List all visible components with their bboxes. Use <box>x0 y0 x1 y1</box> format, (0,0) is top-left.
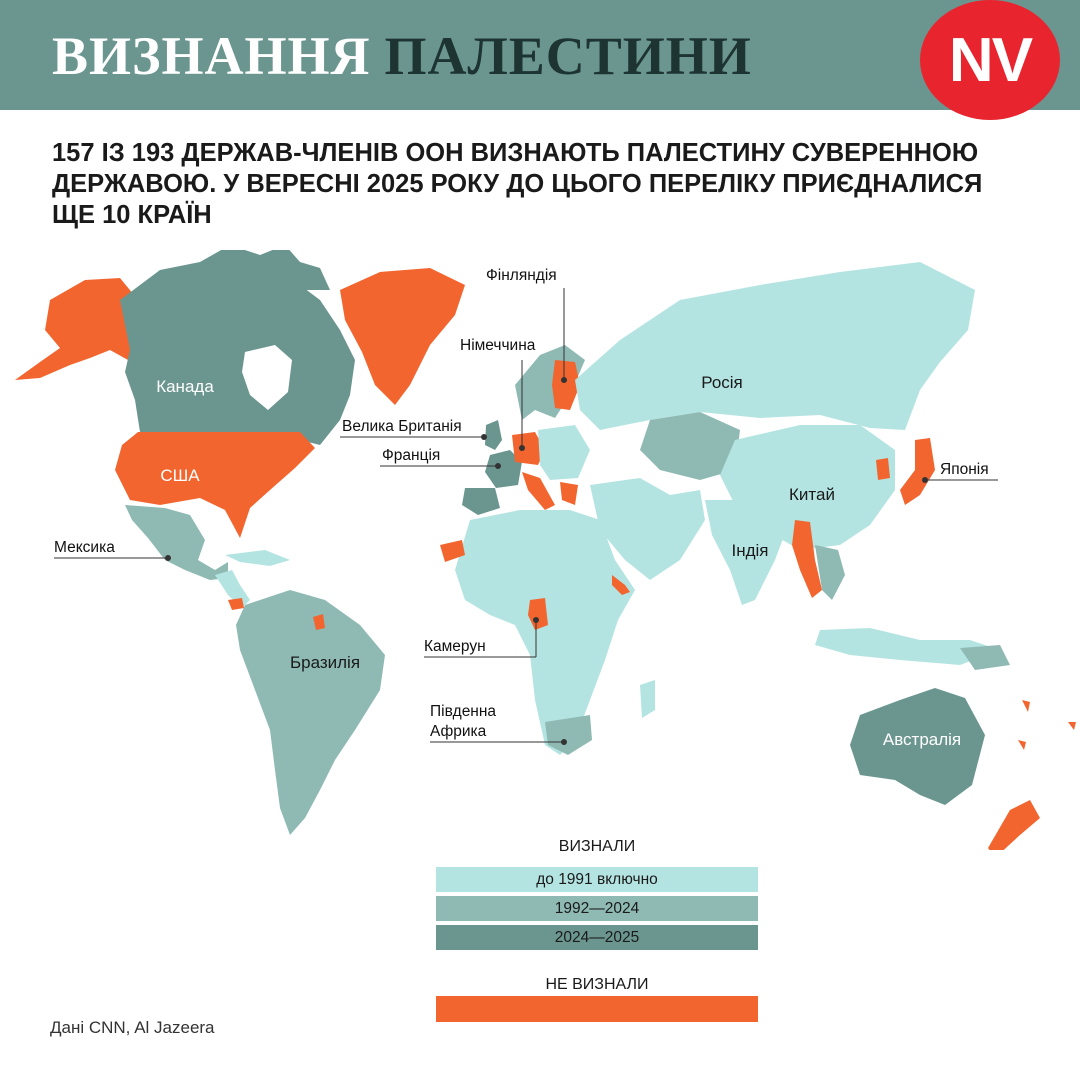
germany-region <box>512 432 545 465</box>
south-africa-region <box>545 715 592 755</box>
label-japan: Японія <box>940 461 989 478</box>
central-europe <box>538 425 590 480</box>
indonesia-region <box>815 628 1000 665</box>
uk-region <box>485 420 502 450</box>
middle-east <box>590 478 705 580</box>
label-south-africa-line2: Африка <box>430 723 487 740</box>
papua-region <box>960 645 1010 670</box>
label-finland: Фінляндія <box>486 267 557 284</box>
label-russia: Росія <box>701 373 743 392</box>
greenland-region <box>340 268 465 405</box>
label-india: Індія <box>731 541 768 560</box>
label-canada: Канада <box>156 377 214 396</box>
southeast-asia <box>815 545 845 600</box>
canada-arctic-islands <box>200 250 330 290</box>
kazakhstan-region <box>640 412 740 480</box>
legend-not-recognized-title: НЕ ВИЗНАЛИ <box>545 976 649 993</box>
label-france: Франція <box>382 447 440 464</box>
canada-region <box>120 262 355 445</box>
finland-region <box>552 360 580 410</box>
australia-region <box>850 688 985 805</box>
label-brazil: Бразилія <box>290 653 360 672</box>
guyana-area <box>313 614 325 630</box>
nv-logo: NV <box>920 0 1060 120</box>
label-china: Китай <box>789 485 835 504</box>
western-sahara <box>440 540 465 562</box>
leader-dots <box>165 377 928 745</box>
iberia-region <box>462 488 500 515</box>
legend-recognized-title: ВИЗНАЛИ <box>558 838 636 855</box>
greece-region <box>560 482 578 505</box>
label-mexico: Мексика <box>54 539 115 556</box>
france-region <box>485 450 522 488</box>
label-germany: Німеччина <box>460 337 536 354</box>
alaska-region <box>15 278 140 380</box>
legend-item-2024-2025: 2024—2025 <box>436 925 758 950</box>
header-bar: ВИЗНАННЯ ПАЛЕСТИНИ <box>0 0 1080 110</box>
russia-region <box>575 262 975 430</box>
subtitle: 157 ІЗ 193 ДЕРЖАВ-ЧЛЕНІВ ООН ВИЗНАЮТЬ ПА… <box>52 139 983 229</box>
korea-region <box>876 458 890 480</box>
myanmar-region <box>792 520 822 598</box>
new-zealand-region <box>988 800 1040 850</box>
hudson-bay <box>242 345 292 410</box>
japan-region <box>900 438 935 505</box>
label-usa: США <box>160 466 200 485</box>
mexico-region <box>125 505 228 580</box>
world-map: Канада США Бразилія Росія Китай Індія Ав… <box>15 250 1076 850</box>
label-australia: Австралія <box>883 730 961 749</box>
venezuela-area <box>228 598 244 610</box>
madagascar <box>640 680 655 718</box>
cameroon-region <box>528 598 548 630</box>
caribbean <box>225 550 290 566</box>
africa-region <box>455 510 635 755</box>
legend-not-recognized-swatch <box>436 996 758 1022</box>
title-part-2: ПАЛЕСТИНИ <box>384 26 752 86</box>
italy-region <box>522 472 555 510</box>
legend-item-1992-2024: 1992—2024 <box>436 896 758 921</box>
label-uk: Велика Британія <box>342 418 462 435</box>
pacific-islands <box>1018 700 1076 750</box>
usa-region <box>115 432 315 538</box>
india-region <box>705 500 790 605</box>
label-cameroon: Камерун <box>424 638 486 655</box>
leader-lines <box>54 288 998 743</box>
label-south-africa-line1: Південна <box>430 703 496 720</box>
title-part-1: ВИЗНАННЯ <box>52 26 371 86</box>
eritrea-region <box>612 575 630 595</box>
source-note: Дані CNN, Al Jazeera <box>50 1018 215 1037</box>
page-title: ВИЗНАННЯ ПАЛЕСТИНИ <box>52 26 752 86</box>
south-america-region <box>236 590 385 835</box>
legend-item-until-1991: до 1991 включно <box>436 867 758 892</box>
